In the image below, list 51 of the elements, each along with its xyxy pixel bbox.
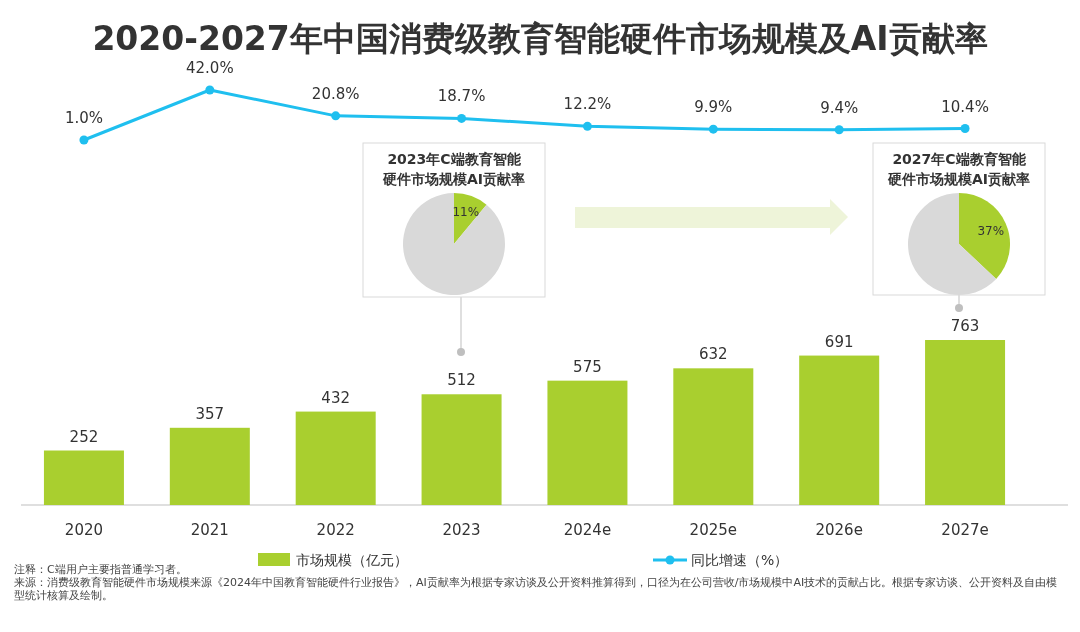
x-tick-label: 2027e (941, 521, 989, 539)
x-tick-label: 2020 (64, 521, 104, 539)
bar (925, 340, 1006, 505)
data-label: 11% (452, 205, 480, 220)
x-tick-label: 2023 (442, 521, 481, 539)
data-label: 12.2% (563, 95, 612, 114)
x-tick-label: 2022 (316, 521, 355, 539)
point (582, 121, 592, 131)
text: 注释：C端用户主要指普通学习者。 (14, 563, 187, 576)
x-tick-label: 2025e (689, 521, 738, 539)
bar (169, 427, 250, 505)
point (708, 124, 718, 134)
bar (673, 368, 754, 505)
data-label: 632 (698, 345, 728, 364)
chart-title: 2027年C端教育智能硬件市场规模AI贡献率 (886, 151, 1031, 187)
data-label: 10.4% (941, 97, 989, 116)
point (205, 85, 215, 95)
chart-title: 2023年C端教育智能硬件市场规模AI贡献率 (381, 151, 526, 187)
data-label: 691 (824, 332, 854, 351)
chart-title: 2020-2027年中国消费级教育智能硬件市场规模及AI贡献率 (92, 19, 988, 58)
point (79, 135, 89, 145)
data-label: 18.7% (437, 87, 486, 106)
point (457, 113, 467, 123)
pie-slice (959, 193, 1010, 279)
pie-slice (403, 193, 505, 295)
x-tick-label: 2024e (563, 521, 612, 539)
data-label: 763 (950, 317, 980, 335)
data-label: 20.8% (311, 84, 360, 103)
x-tick-label: 2021 (190, 521, 229, 539)
data-label: 9.9% (694, 98, 733, 117)
x-tick-label: 2026e (815, 521, 863, 539)
data-label: 252 (69, 427, 99, 446)
data-label: 432 (321, 388, 351, 407)
data-label: 575 (573, 357, 602, 376)
data-label: 37% (977, 224, 1005, 239)
point (960, 124, 970, 134)
data-label: 42.0% (185, 59, 234, 77)
point (331, 111, 341, 121)
bar (421, 394, 502, 505)
legend-label: 市场规模（亿元） (296, 552, 408, 568)
bar (295, 411, 376, 505)
legend-label: 同比增速（%） (691, 552, 789, 568)
bar (547, 380, 628, 505)
bar (799, 355, 880, 505)
data-label: 9.4% (820, 98, 859, 117)
data-label: 1.0% (64, 109, 103, 127)
bar (43, 450, 124, 505)
source-note: 来源：消费级教育智能硬件市场规模来源《2024年中国教育智能硬件行业报告》，AI贡献率为根据专家访谈及公开资料推算得到，口径为在公司营收/市场规模中AI技术的贡献占比。根据专家访谈、公开资料及自由模型统计核算及绘制。 (14, 576, 1059, 602)
point (834, 125, 844, 135)
data-label: 357 (195, 404, 225, 423)
data-label: 512 (447, 371, 476, 390)
